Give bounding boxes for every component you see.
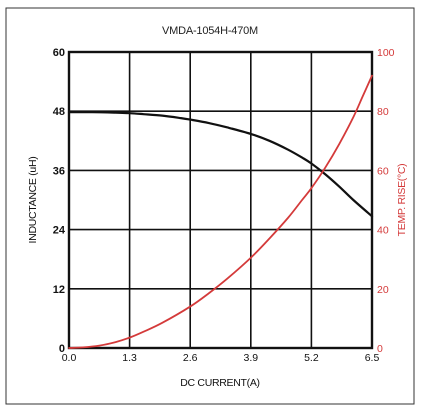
y-tick-labels: 0 12 24 36 48 60: [53, 47, 66, 355]
y2-tick-label: 40: [377, 225, 389, 237]
x-tick-label: 6.5: [365, 352, 380, 364]
x-axis-label: DC CURRENT(A): [180, 377, 260, 389]
y2-tick-label: 60: [377, 165, 389, 177]
inductance-series-line: [67, 111, 374, 218]
x-tick-label: 0.0: [62, 352, 77, 364]
y2-tick-label: 0: [377, 343, 383, 355]
y-tick-label: 0: [59, 343, 65, 355]
y-axis-label: INDUCTANCE (uH): [27, 157, 39, 244]
x-tick-label: 2.6: [183, 352, 198, 364]
y-tick-label: 60: [53, 47, 65, 59]
temperature-rise-series-line: [68, 74, 373, 349]
outer-frame: [5, 7, 415, 405]
x-tick-label: 3.9: [243, 352, 258, 364]
y2-tick-label: 100: [377, 47, 395, 59]
y-tick-label: 36: [53, 165, 65, 177]
y2-axis-label: TEMP. RISE(°C): [396, 164, 408, 237]
y2-tick-label: 80: [377, 106, 389, 118]
x-tick-label: 5.2: [304, 352, 319, 364]
x-tick-label: 1.3: [122, 352, 137, 364]
y-tick-label: 12: [53, 284, 65, 296]
x-tick-labels: 0.0 1.3 2.6 3.9 5.2 6.5: [62, 352, 380, 364]
chart-title: VMDA-1054H-470M: [162, 25, 258, 37]
y-tick-label: 48: [53, 106, 65, 118]
y-tick-label: 24: [53, 225, 66, 237]
plot-area-frame: [67, 50, 374, 350]
y2-tick-labels: 0 20 40 60 80 100: [377, 47, 395, 355]
grid-lines: [69, 52, 372, 348]
y2-tick-label: 20: [377, 284, 389, 296]
